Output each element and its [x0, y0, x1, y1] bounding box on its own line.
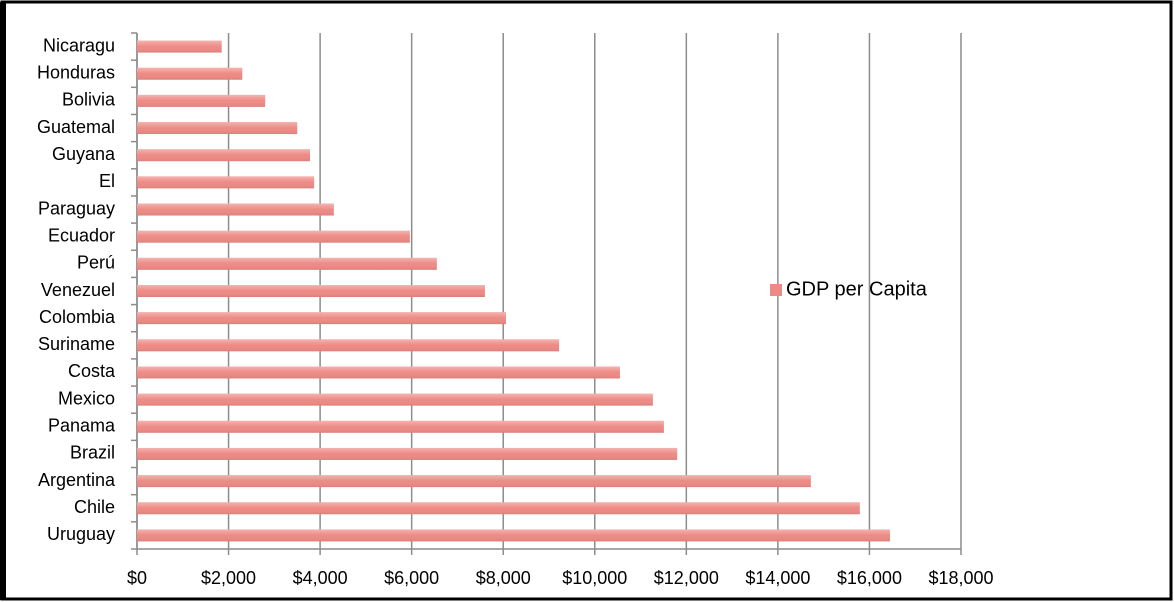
legend-label: GDP per Capita — [786, 278, 928, 300]
bar-shade — [137, 230, 410, 243]
x-tick-label: $2,000 — [201, 568, 256, 588]
x-tick-label: $16,000 — [837, 568, 902, 588]
y-tick-label: Suriname — [38, 334, 115, 354]
y-tick-label: Ecuador — [48, 225, 115, 245]
bar-shade — [137, 285, 485, 297]
y-tick-label: Argentina — [38, 470, 116, 490]
x-tick-label: $4,000 — [293, 568, 348, 588]
bar-shade — [137, 393, 653, 406]
y-tick-label: Guatemal — [37, 117, 115, 137]
x-tick-label: $6,000 — [384, 568, 439, 588]
bar-shade — [137, 447, 678, 460]
bar-shade — [137, 94, 266, 107]
y-tick-label: Chile — [74, 497, 115, 517]
bar-shade — [137, 339, 560, 352]
y-tick-label: Perú — [77, 253, 115, 273]
bar-shade — [137, 176, 315, 189]
x-tick-label: $12,000 — [654, 568, 719, 588]
bar-shade — [137, 529, 891, 542]
bar-shade — [137, 122, 298, 135]
y-tick-label: Panama — [48, 416, 116, 436]
bar-shade — [137, 312, 506, 325]
y-tick-label: Uruguay — [47, 524, 115, 544]
y-tick-label: Costa — [68, 361, 116, 381]
bar-shade — [137, 502, 860, 515]
y-tick-label: Colombia — [39, 307, 116, 327]
x-tick-label: $14,000 — [745, 568, 810, 588]
y-tick-label: Brazil — [70, 443, 115, 463]
x-tick-label: $8,000 — [476, 568, 531, 588]
bar-shade — [137, 257, 437, 270]
x-tick-label: $10,000 — [562, 568, 627, 588]
y-tick-label: El — [99, 171, 115, 191]
x-tick-label: $0 — [127, 568, 147, 588]
x-tick-label: $18,000 — [928, 568, 993, 588]
bar-shade — [137, 366, 620, 379]
y-tick-label: Nicaragu — [43, 35, 115, 55]
bar-shade — [137, 149, 311, 162]
bar-shade — [137, 67, 243, 80]
y-tick-label: Venezuel — [41, 280, 115, 300]
legend-swatch — [770, 284, 782, 296]
bar-shade — [137, 420, 664, 433]
bar-shade — [137, 203, 334, 216]
y-tick-label: Mexico — [58, 388, 115, 408]
y-tick-label: Guyana — [52, 144, 116, 164]
bar-shade — [137, 475, 811, 488]
y-tick-label: Paraguay — [38, 198, 115, 218]
bar-shade — [137, 40, 222, 53]
y-tick-label: Honduras — [37, 62, 115, 82]
y-tick-label: Bolivia — [62, 90, 116, 110]
